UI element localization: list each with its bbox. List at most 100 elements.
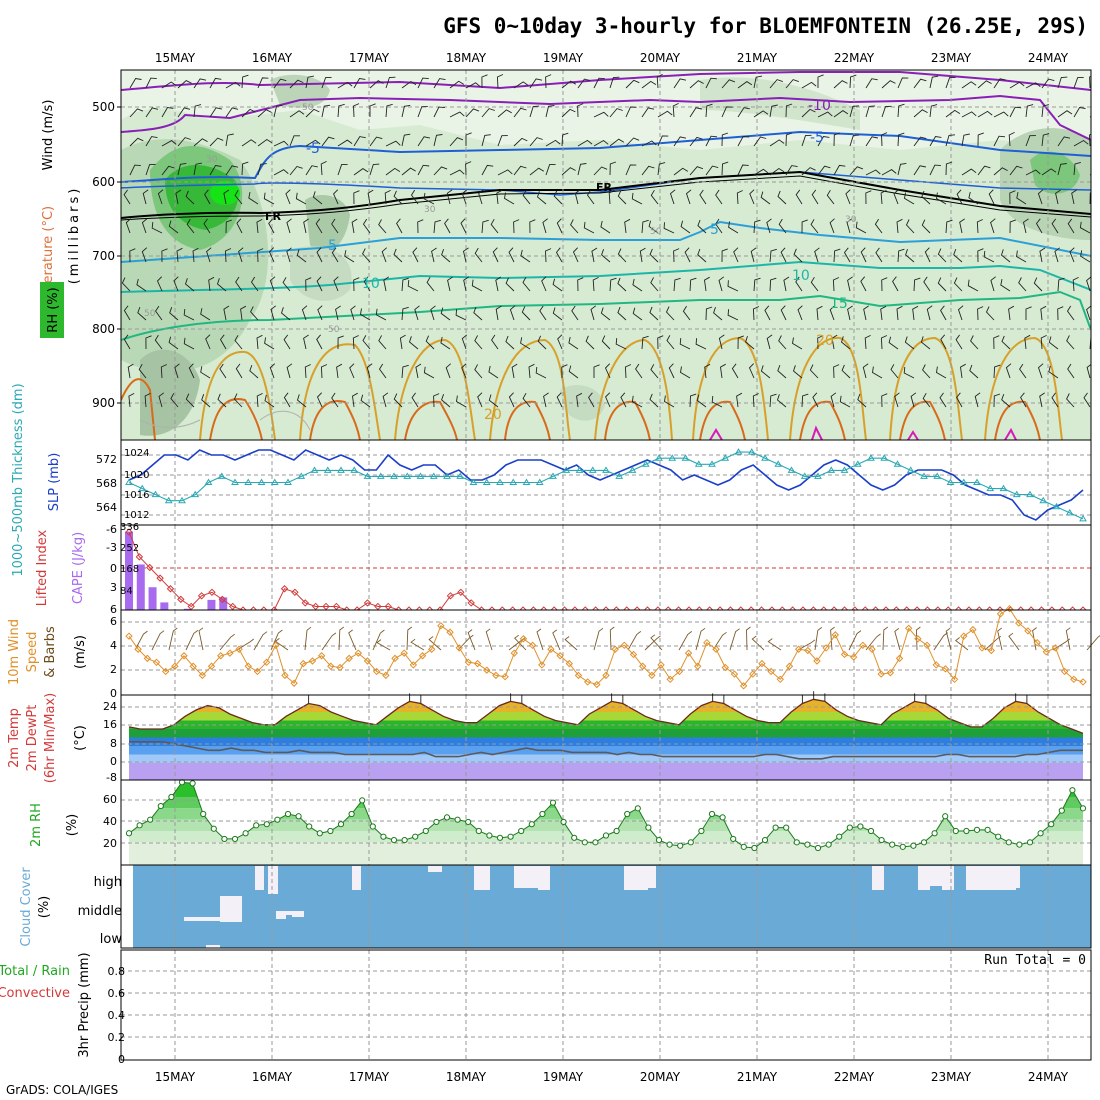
wind-barb [967,279,979,292]
wind10-point [262,658,271,667]
wind-barb [256,218,263,234]
wind-barb [141,218,148,234]
wind-barb [289,79,304,89]
wind10-tick: 0 [110,687,117,700]
wind-barb [689,80,704,89]
rh2m-point [401,836,408,844]
wind-barb [529,167,545,176]
wind10-barb [338,626,345,651]
wind-barb [609,108,623,118]
thickness-point [867,454,875,461]
wind-barb [593,111,609,118]
ylabel-temp-b: 2m DewPt [25,705,40,772]
wind10-barb [457,634,474,651]
wind-barb [161,248,168,263]
wind10-point [501,672,509,681]
thickness-point [138,484,147,492]
temp-tick: 8 [110,737,117,750]
cloud-gap [648,866,656,888]
wind-barb [145,107,159,118]
thickness-point [376,472,385,479]
wind-barb [304,364,311,379]
li-left-tick: 0 [110,562,117,575]
wind10-barb [134,630,148,651]
wind-barb [250,306,259,321]
wind-barb [542,218,548,234]
wind-barb [731,363,739,379]
temp-line [128,698,1084,734]
wind-barb [817,335,824,350]
lifted-index-point [384,602,392,611]
wind-barb [625,164,637,176]
wind10-barb [508,637,526,651]
wind-barb [410,189,419,205]
thickness-point [337,466,345,473]
wind-barb [283,392,291,408]
wind-barb [240,305,247,321]
wind-barb [1025,82,1041,89]
cloud-level-label: low [100,932,123,947]
rh2m-point [952,827,959,835]
wind-barb [664,395,675,408]
wind-barb [263,192,275,205]
wind-barb [855,221,867,234]
rh2m-point [125,830,133,837]
wind-barb [721,106,733,118]
thickness-point [125,478,133,485]
thickness-point [509,478,518,485]
wind-barb [826,189,835,205]
wind10-barb [644,635,661,651]
wind-barb [668,363,675,379]
wind-barb [956,189,963,205]
rh2m-point [878,836,885,844]
wind-barb [177,162,187,176]
wind-barb [1033,277,1043,292]
wind-barb [1000,249,1011,263]
wind-barb [847,305,853,321]
rh2m-point [253,822,260,829]
ylabel-wind10-a: 10m Wind [7,619,22,685]
wind-barb [792,337,803,350]
wind-barb [505,277,515,292]
wind-barb [129,108,144,118]
wind-barb [1057,76,1068,89]
wind-barb [286,247,292,263]
cape-bar [148,587,157,610]
ylabel-cloud-unit: (%) [37,896,52,919]
wind-barb [945,76,956,89]
wind-barb [375,308,387,321]
wind-barb [173,276,179,292]
wind-barb [1089,75,1091,89]
wind-barb [488,365,499,379]
wind-barb [316,247,323,263]
wind-barb [635,363,643,379]
wind-barb [144,392,151,408]
wind-barb [929,164,941,176]
wind-barb [224,248,232,263]
wind-barb [1041,168,1057,176]
wind-barb [778,335,787,350]
wind-barb [1018,277,1027,292]
wind-barb [481,108,495,118]
wind-barb [795,276,803,292]
cloud-gap [966,866,990,890]
thickness-point [602,466,610,473]
wind-barb [522,277,531,292]
upper-ytick-label: 800 [92,322,115,336]
lifted-index-point [218,595,227,604]
wind-barb [529,105,540,118]
wind-barb [904,192,915,205]
wind10-point [960,632,968,640]
wind-barb [936,192,947,205]
rh2m-point [846,824,853,831]
wind-barb [1009,219,1016,234]
bottom-date-axis: 15MAY 16MAY 17MAY 18MAY 19MAY 20MAY 21MAY 22MAY… [155,1070,1069,1084]
wind-barb [305,277,312,292]
wind-barb [903,366,915,379]
wind-barb [1067,363,1075,379]
wind-barb [666,335,675,350]
ylabel-mb: (millibars) [67,186,82,285]
cloud-gap [352,866,361,890]
wind10-barb [650,634,663,651]
wind-barb [1057,277,1065,292]
